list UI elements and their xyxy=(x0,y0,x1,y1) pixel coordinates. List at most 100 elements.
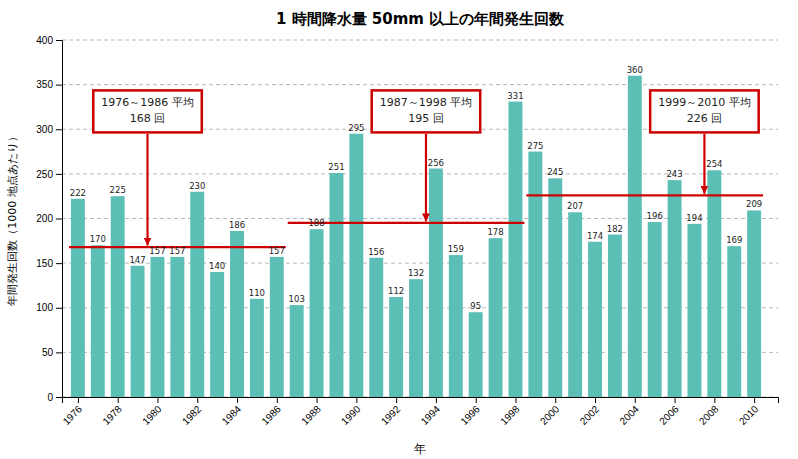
bar xyxy=(349,134,363,397)
y-axis: 050100150200250300350400 xyxy=(36,35,62,403)
bar xyxy=(668,180,682,397)
data-label: 331 xyxy=(507,91,523,101)
x-tick-mark xyxy=(714,397,715,403)
x-tick-mark xyxy=(317,397,318,403)
bar xyxy=(190,192,204,397)
data-label: 112 xyxy=(388,286,404,296)
y-tick: 300 xyxy=(36,124,62,135)
annotation: 1987～1998 平均 195 回 xyxy=(372,90,481,221)
bar xyxy=(688,224,702,397)
y-tick-mark xyxy=(56,174,62,175)
x-tick-mark xyxy=(78,397,79,403)
data-label: 174 xyxy=(587,231,603,241)
bar xyxy=(409,279,423,397)
bar xyxy=(151,257,165,397)
data-label: 245 xyxy=(547,167,563,177)
y-tick: 150 xyxy=(36,258,62,269)
x-tick: 1996 xyxy=(458,397,482,427)
x-tick-label: 2008 xyxy=(697,403,721,427)
annotation-text: 195 回 xyxy=(408,112,444,125)
data-label: 295 xyxy=(348,123,364,133)
y-tick-label: 300 xyxy=(36,124,53,135)
x-axis-title: 年 xyxy=(414,442,426,456)
x-tick-mark xyxy=(754,397,755,403)
data-label: 157 xyxy=(169,246,185,256)
data-labels: 2221702251471571572301401861101571031882… xyxy=(70,65,762,312)
x-tick-mark xyxy=(356,397,357,403)
x-tick: 1976 xyxy=(61,397,85,427)
x-tick: 2008 xyxy=(697,397,721,427)
x-tick-mark xyxy=(675,397,676,403)
annotation-box xyxy=(372,90,481,132)
x-tick-mark xyxy=(476,397,477,403)
data-label: 251 xyxy=(328,162,344,172)
x-tick-label: 2010 xyxy=(737,403,761,427)
annotation-box xyxy=(650,90,759,132)
y-tick-mark xyxy=(56,40,62,41)
annotation-text: 1987～1998 平均 xyxy=(380,96,473,109)
x-tick: 1992 xyxy=(379,397,403,427)
data-label: 178 xyxy=(487,227,503,237)
y-axis-title: 年間発生回数（1000 地点あたり） xyxy=(6,131,19,306)
x-tick-mark xyxy=(118,397,119,403)
x-tick-label: 1992 xyxy=(379,403,403,427)
annotation-text: 1976～1986 平均 xyxy=(101,96,194,109)
y-tick-mark xyxy=(56,308,62,309)
annotation-text: 1999～2010 平均 xyxy=(658,96,751,109)
data-label: 169 xyxy=(726,235,742,245)
x-tick-label: 1996 xyxy=(458,403,482,427)
y-tick: 200 xyxy=(36,213,62,224)
x-tick-mark xyxy=(197,397,198,403)
data-label: 196 xyxy=(647,211,663,221)
x-tick-mark xyxy=(396,397,397,403)
annotation: 1999～2010 平均226 回 xyxy=(650,90,759,193)
x-tick: 1980 xyxy=(140,397,164,427)
annotations: 1976～1986 平均168 回1987～1998 平均195 回1999～2… xyxy=(93,90,758,245)
bar xyxy=(429,169,443,397)
x-tick: 1990 xyxy=(339,397,363,427)
plot-area xyxy=(69,76,763,397)
y-tick: 350 xyxy=(36,79,62,90)
data-label: 254 xyxy=(706,159,722,169)
y-tick-mark xyxy=(56,263,62,264)
data-label: 182 xyxy=(607,224,623,234)
data-label: 256 xyxy=(428,158,444,168)
x-tick-label: 1978 xyxy=(100,403,124,427)
x-tick: 1998 xyxy=(498,397,522,427)
x-tick: 1984 xyxy=(220,397,244,427)
x-tick-mark xyxy=(237,397,238,403)
grid-line xyxy=(62,40,778,41)
bar xyxy=(727,246,741,397)
x-tick-label: 1976 xyxy=(61,403,85,427)
x-tick: 2006 xyxy=(657,397,681,427)
x-tick-label: 1990 xyxy=(339,403,363,427)
grid-line xyxy=(62,84,778,85)
annotation-arrow xyxy=(703,134,705,194)
bar xyxy=(588,242,602,397)
y-tick-mark xyxy=(56,219,62,220)
x-tick-mark xyxy=(635,397,636,403)
x-tick: 2010 xyxy=(737,397,761,427)
data-label: 360 xyxy=(627,65,643,75)
bar xyxy=(111,196,125,397)
annotation-arrow xyxy=(146,134,148,246)
x-tick-mark xyxy=(555,397,556,403)
x-tick-label: 1988 xyxy=(299,403,323,427)
chart: 1976197819801982198419861988199019921994… xyxy=(0,0,798,459)
bar xyxy=(270,257,284,397)
y-tick-label: 100 xyxy=(36,302,53,313)
x-tick-label: 1984 xyxy=(220,403,244,427)
bar xyxy=(131,266,145,397)
y-tick: 400 xyxy=(36,35,62,46)
data-label: 132 xyxy=(408,268,424,278)
bar xyxy=(528,152,542,397)
y-tick-mark xyxy=(56,85,62,86)
x-tick: 1994 xyxy=(419,397,443,427)
data-label: 156 xyxy=(368,247,384,257)
data-label: 147 xyxy=(129,255,145,265)
x-tick: 1978 xyxy=(100,397,124,427)
bar xyxy=(747,210,761,397)
x-tick-mark xyxy=(436,397,437,403)
x-axis-line xyxy=(63,398,779,404)
y-tick-mark xyxy=(56,352,62,353)
